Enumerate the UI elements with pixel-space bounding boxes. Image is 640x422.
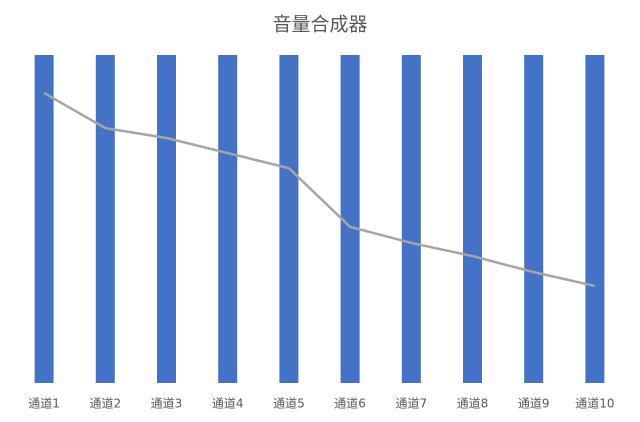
x-tick-label: 通道7 bbox=[395, 397, 427, 411]
bar bbox=[340, 55, 360, 383]
x-tick-label: 通道10 bbox=[575, 397, 614, 411]
bar bbox=[524, 55, 544, 383]
x-tick-label: 通道8 bbox=[457, 397, 489, 411]
bar bbox=[34, 55, 54, 383]
x-tick-label: 通道6 bbox=[334, 397, 366, 411]
x-tick-label: 通道5 bbox=[273, 397, 305, 411]
bar bbox=[157, 55, 176, 383]
bar bbox=[585, 55, 605, 383]
line bbox=[43, 91, 596, 288]
bar bbox=[95, 55, 115, 383]
bar bbox=[463, 55, 482, 383]
x-tick-label: 通道2 bbox=[89, 397, 121, 411]
chart-title: 音量合成器 bbox=[272, 14, 367, 36]
x-tick-label: 通道3 bbox=[151, 397, 183, 411]
x-tick-label: 通道9 bbox=[518, 397, 550, 411]
bar bbox=[279, 55, 299, 383]
x-tick-label: 通道4 bbox=[212, 397, 244, 411]
bar bbox=[401, 55, 421, 383]
x-tick-label: 通道1 bbox=[28, 397, 60, 411]
bar bbox=[218, 55, 238, 383]
